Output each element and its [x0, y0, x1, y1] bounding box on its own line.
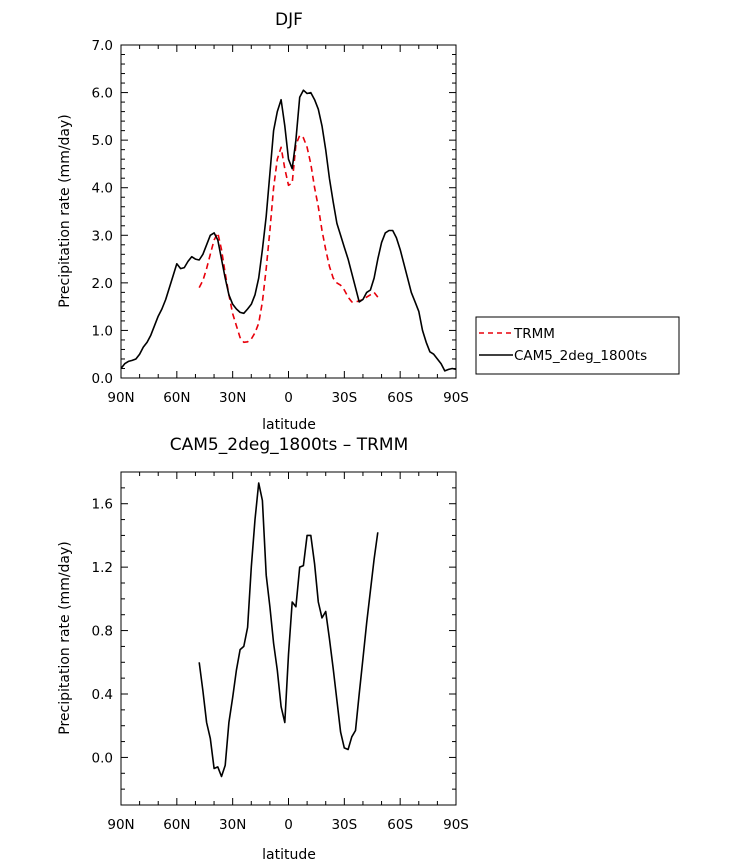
top-chart-panel: DJF 0.0 1.0 2.0 3.0 4.0 5.0 6.0 7.0 90N 60N 30N 0 3…	[57, 10, 469, 433]
top-chart-ticks	[120, 44, 457, 379]
bottom-chart-x-tick-labels: 90N 60N 30N 0 30S 60S 90S	[107, 817, 469, 833]
bottom-chart-title: CAM5_2deg_1800ts – TRMM	[170, 435, 408, 455]
bottom-y-tick-label: 0.0	[92, 750, 113, 766]
bottom-x-tick-label: 90S	[443, 817, 469, 833]
top-y-tick-label: 6.0	[92, 86, 113, 102]
top-series-line-cam5-2deg-1800ts	[120, 89, 457, 372]
top-chart-series	[120, 89, 457, 372]
legend-box	[475, 316, 680, 375]
top-x-tick-label: 60S	[387, 390, 413, 406]
top-x-tick-label: 0	[284, 390, 293, 406]
top-chart-y-tick-labels: 0.0 1.0 2.0 3.0 4.0 5.0 6.0 7.0	[92, 38, 113, 387]
top-y-tick-label: 3.0	[92, 228, 113, 244]
top-y-tick-label: 2.0	[92, 276, 113, 292]
top-chart-plot-frame	[120, 44, 457, 379]
bottom-y-tick-label: 1.6	[92, 497, 113, 513]
legend-label-cam5: CAM5_2deg_1800ts	[514, 348, 647, 364]
top-y-tick-label: 0.0	[92, 371, 113, 387]
bottom-y-tick-label: 0.8	[92, 624, 113, 640]
bottom-x-tick-label: 30S	[331, 817, 357, 833]
top-series-line-trmm	[198, 134, 379, 344]
top-chart-title: DJF	[275, 10, 303, 30]
bottom-series-line-0	[198, 482, 379, 778]
bottom-x-tick-label: 30N	[219, 817, 246, 833]
bottom-chart-x-axis-label: latitude	[262, 847, 316, 863]
top-y-tick-label: 5.0	[92, 133, 113, 149]
bottom-chart-ticks	[120, 471, 457, 806]
top-chart-x-axis-label: latitude	[262, 417, 316, 433]
bottom-chart-y-tick-labels: 0.0 0.4 0.8 1.2 1.6	[92, 497, 113, 767]
bottom-x-tick-label: 60N	[163, 817, 190, 833]
top-x-tick-label: 90N	[107, 390, 134, 406]
top-x-tick-label: 30N	[219, 390, 246, 406]
bottom-chart-plot-frame	[120, 471, 457, 806]
bottom-x-tick-label: 90N	[107, 817, 134, 833]
bottom-chart-series	[198, 482, 379, 778]
legend-label-trmm: TRMM	[513, 326, 555, 342]
bottom-chart-panel: CAM5_2deg_1800ts – TRMM 0.00.40.81.21.6 …	[57, 435, 469, 863]
top-y-tick-label: 1.0	[92, 323, 113, 339]
bottom-x-tick-label: 60S	[387, 817, 413, 833]
top-x-tick-label: 30S	[331, 390, 357, 406]
top-y-tick-label: 7.0	[92, 38, 113, 54]
top-chart-x-tick-labels: 90N 60N 30N 0 30S 60S 90S	[107, 390, 469, 406]
bottom-y-tick-label: 1.2	[92, 560, 113, 576]
bottom-x-tick-label: 0	[284, 817, 293, 833]
top-y-tick-label: 4.0	[92, 181, 113, 197]
legend: TRMM CAM5_2deg_1800ts	[475, 316, 680, 375]
top-x-tick-label: 90S	[443, 390, 469, 406]
bottom-y-tick-label: 0.4	[92, 687, 113, 703]
top-chart-y-axis-label: Precipitation rate (mm/day)	[57, 114, 73, 308]
top-x-tick-label: 60N	[163, 390, 190, 406]
bottom-chart-y-axis-label: Precipitation rate (mm/day)	[57, 541, 73, 735]
